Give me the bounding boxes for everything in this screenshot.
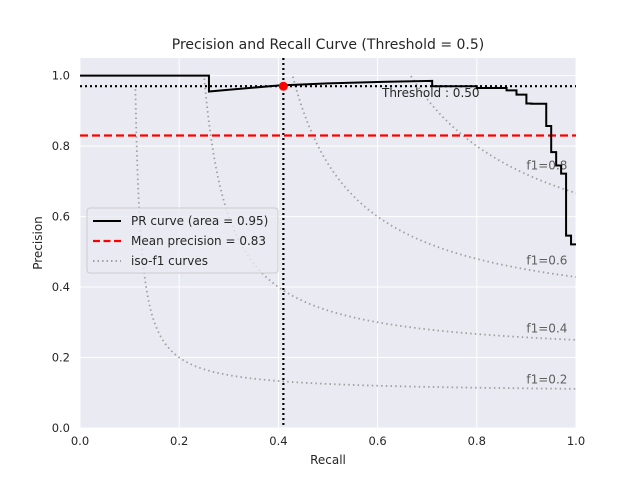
legend-label-iso-f1: iso-f1 curves bbox=[131, 254, 208, 268]
y-axis-ticks: 0.0 0.2 0.4 0.6 0.8 1.0 bbox=[52, 69, 70, 435]
x-axis-ticks: 0.0 0.2 0.4 0.6 0.8 1.0 bbox=[71, 434, 585, 448]
legend: PR curve (area = 0.95) Mean precision = … bbox=[86, 207, 279, 274]
chart-title: Precision and Recall Curve (Threshold = … bbox=[172, 37, 485, 53]
x-tick-label-4: 0.8 bbox=[468, 434, 486, 448]
y-axis-label: Precision bbox=[31, 216, 45, 270]
pr-curve-line bbox=[80, 74, 576, 246]
iso-f1-label-0: f1=0.2 bbox=[526, 372, 567, 386]
legend-label-pr-curve: PR curve (area = 0.95) bbox=[131, 214, 268, 228]
iso-f1-curve-0 bbox=[134, 89, 576, 390]
y-tick-label-5: 1.0 bbox=[52, 69, 70, 83]
x-tick-label-0: 0.0 bbox=[71, 434, 89, 448]
threshold-marker bbox=[278, 81, 288, 91]
y-tick-label-2: 0.4 bbox=[52, 280, 70, 294]
iso-f1-curves bbox=[134, 75, 576, 390]
iso-f1-curve-1 bbox=[203, 78, 576, 341]
iso-f1-label-2: f1=0.6 bbox=[526, 253, 567, 267]
legend-box bbox=[86, 207, 279, 274]
iso-f1-label-1: f1=0.4 bbox=[526, 321, 567, 335]
x-tick-label-1: 0.2 bbox=[170, 434, 188, 448]
iso-f1-curve-2 bbox=[291, 76, 576, 278]
x-tick-label-5: 1.0 bbox=[567, 434, 585, 448]
y-tick-label-1: 0.2 bbox=[52, 351, 70, 365]
y-tick-label-4: 0.8 bbox=[52, 139, 70, 153]
x-tick-label-2: 0.4 bbox=[269, 434, 287, 448]
x-tick-label-3: 0.6 bbox=[368, 434, 386, 448]
x-axis-label: Recall bbox=[310, 453, 346, 467]
legend-label-mean-precision: Mean precision = 0.83 bbox=[131, 234, 266, 248]
y-tick-label-0: 0.0 bbox=[52, 421, 70, 435]
threshold-lines bbox=[80, 58, 576, 428]
y-tick-label-3: 0.6 bbox=[52, 210, 70, 224]
threshold-label: Threshold : 0.50 bbox=[381, 86, 480, 100]
